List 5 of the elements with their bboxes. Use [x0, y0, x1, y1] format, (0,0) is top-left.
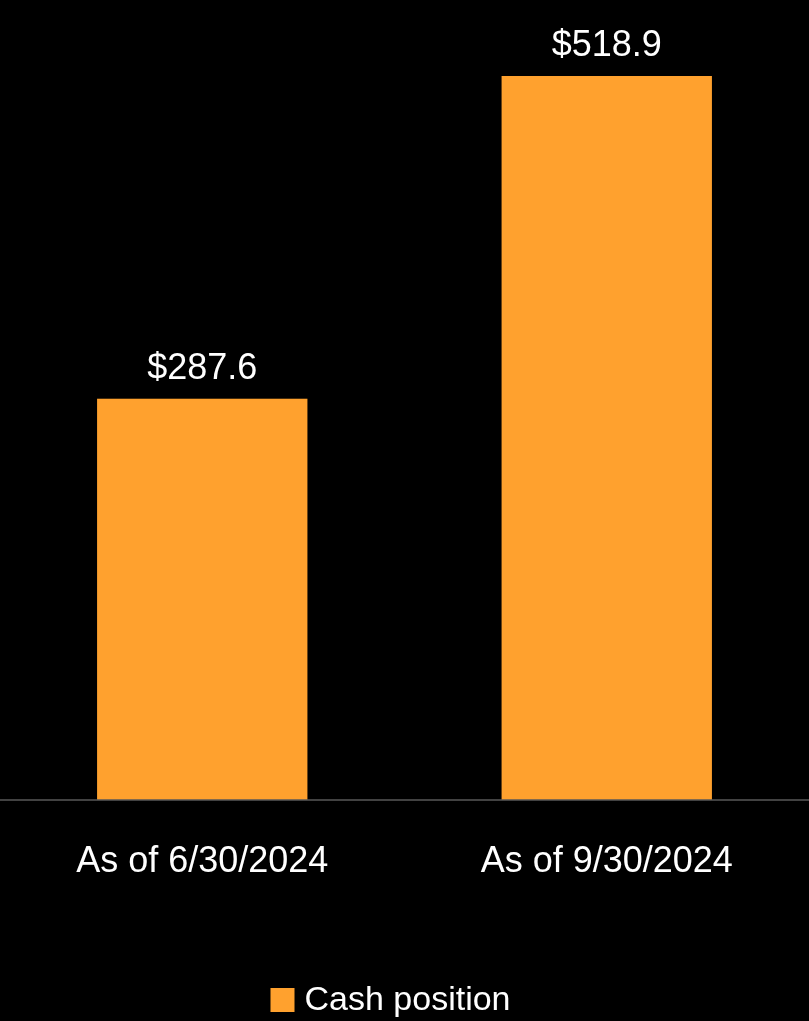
legend-label: Cash position	[304, 979, 511, 1017]
x-tick-label: As of 9/30/2024	[480, 839, 733, 880]
data-label: $287.6	[147, 345, 258, 387]
data-label: $518.9	[551, 23, 662, 64]
x-tick-label: As of 6/30/2024	[76, 839, 329, 880]
